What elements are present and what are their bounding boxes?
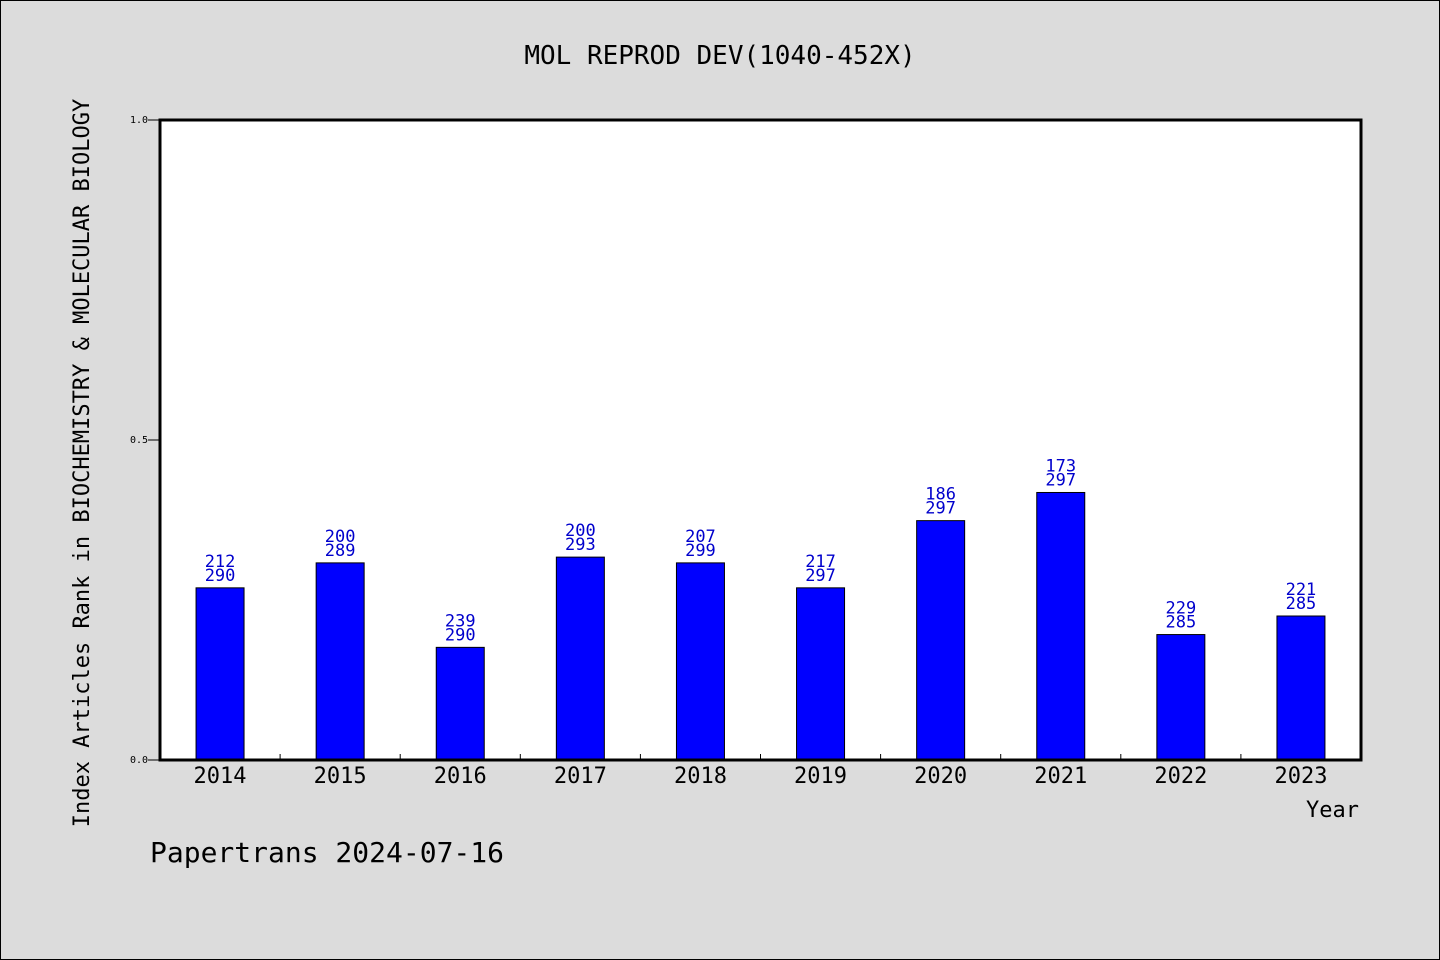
bar-2020 [916, 520, 966, 761]
bar-label-bottom-2015: 289 [325, 541, 356, 561]
x-tick-label-2021: 2021 [1034, 764, 1087, 789]
bar-label-top-2021: 173 [1045, 456, 1076, 476]
bar-label-bottom-2020: 297 [925, 499, 956, 519]
chart-title: MOL REPROD DEV(1040-452X) [524, 41, 915, 71]
bar-label-bottom-2019: 297 [805, 566, 836, 586]
bar-2016 [435, 646, 485, 761]
bar-label-top-2017: 200 [565, 521, 596, 541]
y-axis-label: Index Articles Rank in BIOCHEMISTRY & MO… [70, 99, 95, 827]
x-tick-label-2022: 2022 [1154, 764, 1207, 789]
bar-2018 [675, 562, 725, 761]
bar-2022 [1156, 634, 1206, 761]
bar-label-bottom-2016: 290 [445, 625, 476, 645]
x-tick-label-2016: 2016 [434, 764, 487, 789]
bar-label-top-2020: 186 [925, 485, 956, 505]
bar-label-top-2018: 207 [685, 527, 716, 547]
x-tick-label-2023: 2023 [1274, 764, 1327, 789]
bar-label-top-2014: 212 [205, 552, 236, 572]
x-tick-label-2019: 2019 [794, 764, 847, 789]
bar-label-bottom-2021: 297 [1045, 470, 1076, 490]
bar-label-top-2022: 229 [1165, 599, 1196, 619]
y-tick-label: 0.5 [130, 435, 148, 446]
y-tick-label: 0.0 [130, 755, 148, 766]
bar-2017 [555, 556, 605, 761]
x-axis-label: Year [1306, 798, 1359, 823]
bar-2015 [315, 562, 365, 761]
bar-label-top-2016: 239 [445, 611, 476, 631]
x-tick-label-2020: 2020 [914, 764, 967, 789]
bar-label-bottom-2022: 285 [1165, 613, 1196, 633]
bar-label-bottom-2014: 290 [205, 566, 236, 586]
bar-label-top-2023: 221 [1286, 580, 1317, 600]
bar-label-top-2019: 217 [805, 552, 836, 572]
bar-2021 [1036, 491, 1086, 761]
plot-border [158, 118, 1363, 762]
x-tick-label-2014: 2014 [194, 764, 247, 789]
bar-2019 [796, 587, 846, 761]
bar-label-bottom-2017: 293 [565, 535, 596, 555]
y-tick-label: 1.0 [130, 115, 148, 126]
footer-text: Papertrans 2024-07-16 [150, 836, 504, 869]
bar-label-bottom-2018: 299 [685, 541, 716, 561]
bar-label-bottom-2023: 285 [1286, 594, 1317, 614]
x-tick-label-2017: 2017 [554, 764, 607, 789]
bar-label-top-2015: 200 [325, 527, 356, 547]
x-tick-label-2015: 2015 [314, 764, 367, 789]
ticks-layer: 2014 2015 2016 2017 2018 2019 2020 2021 2022 2023… [130, 115, 1328, 789]
bar-2014 [195, 587, 245, 761]
x-tick-label-2018: 2018 [674, 764, 727, 789]
bar-2023 [1276, 615, 1326, 761]
